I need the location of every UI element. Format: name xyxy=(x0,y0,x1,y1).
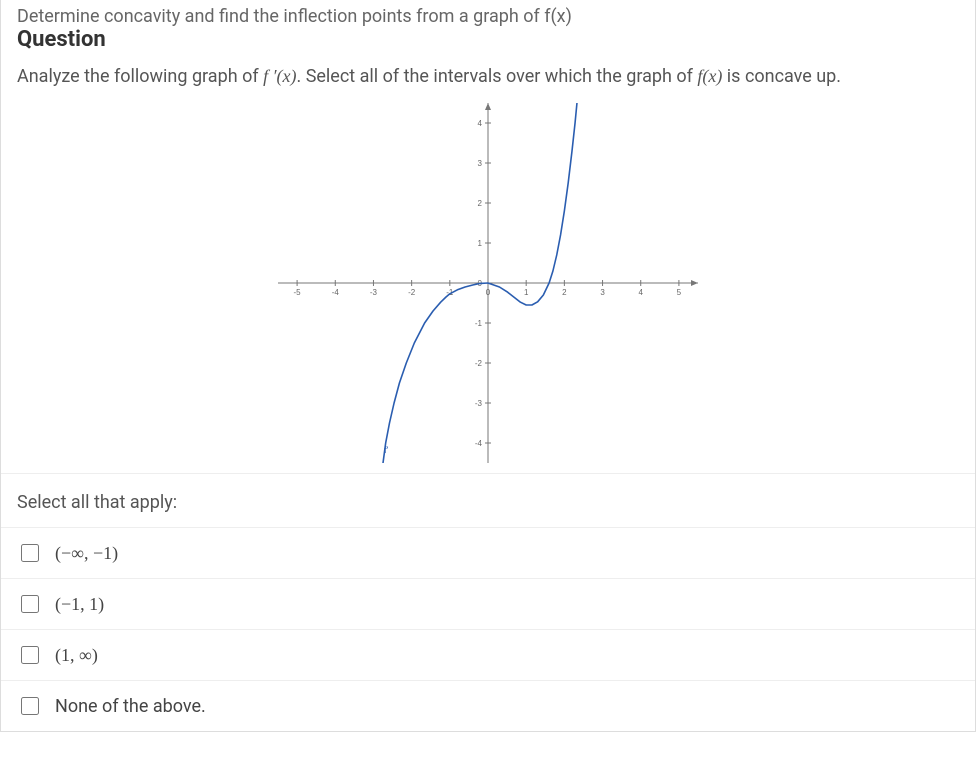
svg-text:3: 3 xyxy=(478,159,483,168)
fprime-graph: -5-4-3-2-1012345-4-3-2-101234f' xyxy=(278,103,698,463)
option-checkbox-1[interactable] xyxy=(21,544,39,562)
svg-text:-2: -2 xyxy=(408,288,416,297)
option-checkbox-3[interactable] xyxy=(21,646,39,664)
svg-text:-4: -4 xyxy=(332,288,340,297)
svg-text:0: 0 xyxy=(486,288,491,297)
option-row[interactable]: (−∞, −1) xyxy=(1,527,975,578)
prompt-text-1: Analyze the following graph of xyxy=(17,66,263,87)
svg-text:1: 1 xyxy=(524,288,529,297)
svg-text:-2: -2 xyxy=(475,359,483,368)
svg-text:4: 4 xyxy=(639,288,644,297)
question-prompt: Analyze the following graph of f ′(x). S… xyxy=(1,60,975,99)
svg-text:-5: -5 xyxy=(294,288,302,297)
graph-container: -5-4-3-2-1012345-4-3-2-101234f' xyxy=(1,99,975,473)
prompt-text-3: is concave up. xyxy=(722,66,841,87)
option-row[interactable]: (−1, 1) xyxy=(1,578,975,629)
option-checkbox-4[interactable] xyxy=(21,697,39,715)
prompt-fprime: f ′(x) xyxy=(263,66,296,86)
option-label: None of the above. xyxy=(55,696,206,717)
topic-title: Determine concavity and find the inflect… xyxy=(1,0,975,27)
option-label: (−∞, −1) xyxy=(55,543,118,564)
svg-text:-3: -3 xyxy=(475,399,483,408)
svg-text:4: 4 xyxy=(478,119,483,128)
option-checkbox-2[interactable] xyxy=(21,595,39,613)
option-row[interactable]: None of the above. xyxy=(1,680,975,731)
svg-text:-3: -3 xyxy=(370,288,378,297)
option-row[interactable]: (1, ∞) xyxy=(1,629,975,680)
svg-text:5: 5 xyxy=(677,288,682,297)
svg-text:f': f' xyxy=(384,445,389,455)
prompt-fx: f(x) xyxy=(697,66,722,86)
option-label: (−1, 1) xyxy=(55,594,104,615)
prompt-text-2: . Select all of the intervals over which… xyxy=(296,66,697,87)
option-label: (1, ∞) xyxy=(55,645,98,666)
svg-text:2: 2 xyxy=(562,288,567,297)
select-all-label: Select all that apply: xyxy=(1,473,975,527)
svg-text:1: 1 xyxy=(478,239,483,248)
question-label: Question xyxy=(1,27,975,60)
svg-text:2: 2 xyxy=(478,199,483,208)
question-card: Determine concavity and find the inflect… xyxy=(0,0,976,732)
svg-text:-1: -1 xyxy=(475,319,483,328)
svg-text:3: 3 xyxy=(600,288,605,297)
svg-text:-4: -4 xyxy=(475,439,483,448)
